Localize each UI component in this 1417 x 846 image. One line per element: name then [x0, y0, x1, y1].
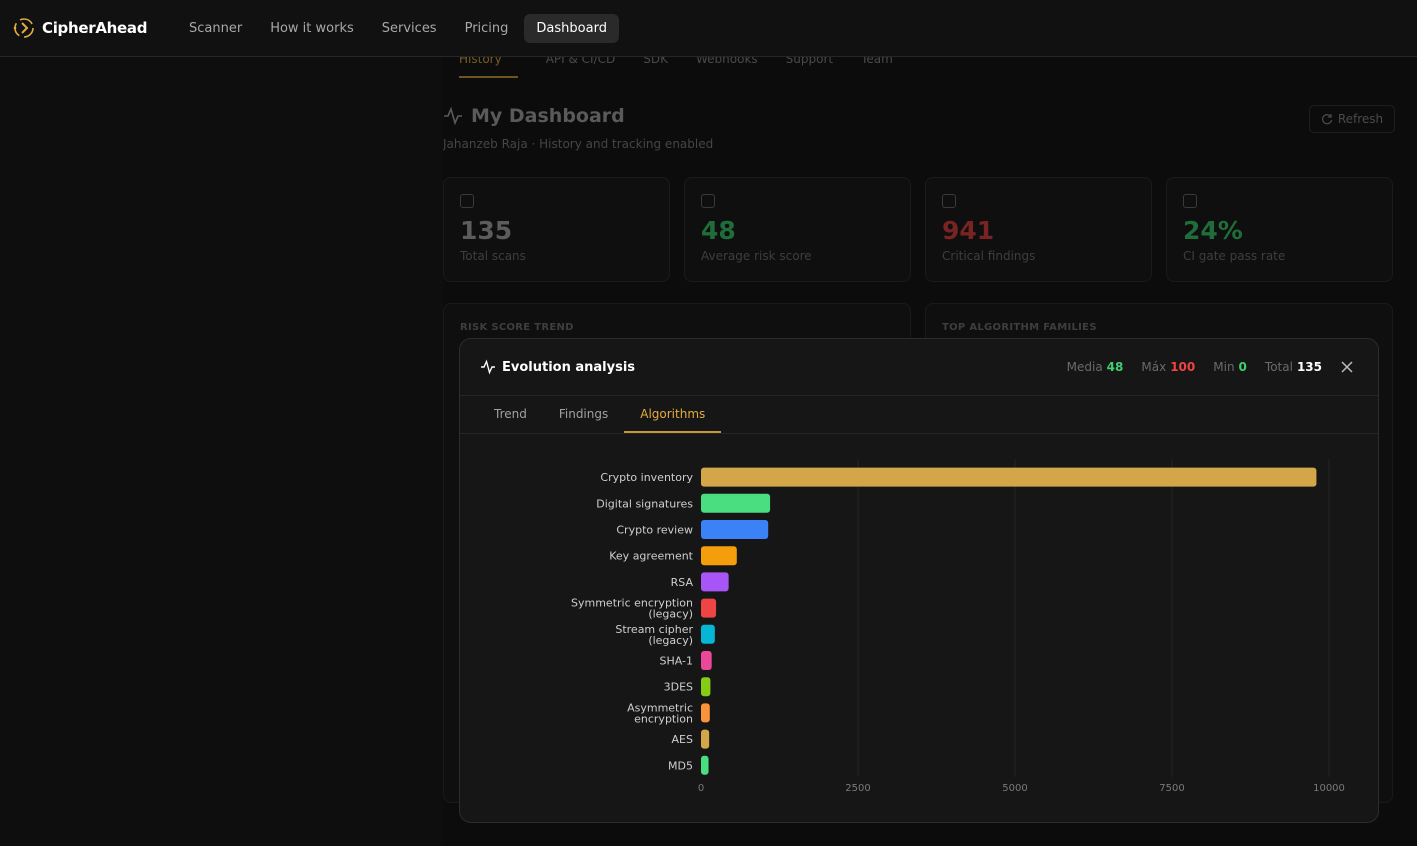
- stat-min: Min 0: [1213, 360, 1247, 374]
- y-tick-label: Key agreement: [609, 550, 693, 563]
- stat-value: 0: [1238, 360, 1247, 374]
- close-icon[interactable]: [1336, 356, 1358, 378]
- stat-value: 941: [942, 216, 995, 245]
- brand-name: CipherAhead: [42, 19, 148, 37]
- main-nav: Scanner How it works Services Pricing Dashbo…: [177, 13, 619, 43]
- file-icon: [460, 194, 474, 208]
- top-navbar: CipherAhead Scanner How it works Services P…: [0, 0, 1417, 57]
- stat-value: 48: [1106, 360, 1124, 374]
- stat-value: 100: [1170, 360, 1196, 374]
- pulse-icon: [444, 106, 462, 126]
- bar-md5[interactable]: [701, 755, 709, 775]
- stat-total: Total 135: [1265, 360, 1322, 374]
- dashboard-tabs: History API & CI/CD SDK Webhooks Support Team: [443, 57, 1417, 78]
- dashboard-title-row: My Dashboard: [443, 105, 625, 127]
- stat-label: CI gate pass rate: [1183, 249, 1286, 263]
- refresh-button[interactable]: Refresh: [1309, 105, 1395, 133]
- tab-team[interactable]: Team: [861, 57, 893, 66]
- nav-dashboard[interactable]: Dashboard: [524, 13, 619, 43]
- modal-header: Evolution analysis Media 48 Máx 100 Min 0 Tota…: [460, 339, 1378, 396]
- shield-icon: [701, 194, 715, 208]
- modal-tabs: Trend Findings Algorithms: [460, 396, 1378, 434]
- brand[interactable]: CipherAhead: [12, 16, 177, 40]
- x-tick-label: 5000: [1002, 783, 1027, 794]
- stat-media: Media 48: [1067, 360, 1124, 374]
- stat-card-ci-gate-pass-rate: 24% CI gate pass rate: [1166, 177, 1393, 282]
- modal-stats: Media 48 Máx 100 Min 0 Total 135: [1067, 360, 1322, 374]
- bar-crypto-inventory[interactable]: [701, 467, 1317, 487]
- refresh-icon: [1321, 114, 1332, 125]
- y-tick-label: Crypto inventory: [600, 471, 693, 484]
- bar-symmetric-encryption-legacy[interactable]: [701, 598, 717, 618]
- stat-label: Media: [1066, 360, 1103, 374]
- shield-icon: [942, 194, 956, 208]
- stat-value: 24%: [1183, 216, 1243, 245]
- logo-icon: [13, 18, 34, 38]
- tab-trend[interactable]: Trend: [494, 407, 527, 421]
- x-tick-label: 2500: [845, 783, 870, 794]
- stat-card-critical-findings: 941 Critical findings: [925, 177, 1152, 282]
- stat-card-average-risk-score: 48 Average risk score: [684, 177, 911, 282]
- y-tick-label: Symmetric encryption (legacy): [571, 597, 693, 621]
- y-tick-label: AES: [672, 733, 693, 746]
- modal-title: Evolution analysis: [502, 359, 636, 375]
- dashboard-title: My Dashboard: [471, 105, 625, 127]
- bar-asymmetric-encryption[interactable]: [701, 703, 710, 723]
- stat-label: Critical findings: [942, 249, 1036, 263]
- y-tick-label: 3DES: [664, 681, 693, 694]
- y-tick-label: Crypto review: [616, 524, 693, 537]
- stat-label: Average risk score: [701, 249, 812, 263]
- tab-sdk[interactable]: SDK: [643, 57, 668, 66]
- bar-aes[interactable]: [701, 729, 710, 749]
- x-tick-label: 10000: [1313, 783, 1345, 794]
- stat-label: Máx: [1141, 360, 1167, 374]
- algorithms-chart: 0 2500 5000 7500 10000 Crypto inventory Digita…: [460, 435, 1378, 822]
- tab-findings[interactable]: Findings: [558, 407, 609, 421]
- evolution-analysis-modal: Evolution analysis Media 48 Máx 100 Min 0 Tota…: [459, 338, 1379, 823]
- tab-support[interactable]: Support: [785, 57, 834, 66]
- x-tick-label: 0: [698, 783, 704, 794]
- dashboard-subtitle: Jahanzeb Raja · History and tracking ena…: [443, 137, 714, 151]
- bar-sha-1[interactable]: [701, 651, 712, 670]
- y-tick-label: SHA-1: [659, 655, 693, 668]
- stat-card-total-scans: 135 Total scans: [443, 177, 670, 282]
- stat-cards: 135 Total scans 48 Average risk score 941 Cri…: [443, 177, 1393, 282]
- stat-label: Total scans: [460, 249, 526, 263]
- bar-stream-cipher-legacy[interactable]: [701, 624, 715, 644]
- y-tick-label: MD5: [668, 759, 693, 772]
- refresh-label: Refresh: [1337, 112, 1384, 126]
- tab-api-ci-cd[interactable]: API & CI/CD: [545, 57, 616, 66]
- panel-title: TOP ALGORITHM FAMILIES: [942, 322, 1097, 333]
- stat-label: Min: [1213, 360, 1235, 374]
- x-tick-label: 7500: [1159, 783, 1184, 794]
- bar-digital-signatures[interactable]: [701, 493, 771, 513]
- y-tick-label: RSA: [671, 576, 694, 589]
- algorithms-bar-chart: 0 2500 5000 7500 10000 Crypto inventory Digita…: [571, 459, 1345, 794]
- stat-label: Total: [1264, 360, 1293, 374]
- tab-algorithms[interactable]: Algorithms: [624, 396, 722, 433]
- stat-value: 135: [1296, 360, 1322, 374]
- y-tick-label: Digital signatures: [596, 497, 693, 510]
- nav-scanner[interactable]: Scanner: [189, 20, 243, 36]
- nav-services[interactable]: Services: [381, 20, 437, 36]
- y-tick-label: Asymmetric encryption: [627, 701, 693, 725]
- left-empty-area: [0, 57, 443, 846]
- tab-webhooks[interactable]: Webhooks: [696, 57, 758, 66]
- stat-value: 48: [701, 216, 736, 245]
- stat-value: 135: [460, 216, 513, 245]
- nav-pricing[interactable]: Pricing: [464, 20, 509, 36]
- bar-crypto-review[interactable]: [701, 520, 769, 539]
- bar-key-agreement[interactable]: [701, 546, 737, 566]
- pulse-icon: [481, 359, 495, 375]
- bar-3des[interactable]: [701, 677, 711, 697]
- panel-title: RISK SCORE TREND: [460, 322, 574, 333]
- tab-history[interactable]: History: [459, 57, 518, 78]
- nav-how-it-works[interactable]: How it works: [270, 20, 354, 36]
- bar-rsa[interactable]: [701, 572, 729, 592]
- y-tick-label: Stream cipher (legacy): [615, 623, 693, 647]
- shield-icon: [1183, 194, 1197, 208]
- stat-m-x: Máx 100: [1141, 360, 1195, 374]
